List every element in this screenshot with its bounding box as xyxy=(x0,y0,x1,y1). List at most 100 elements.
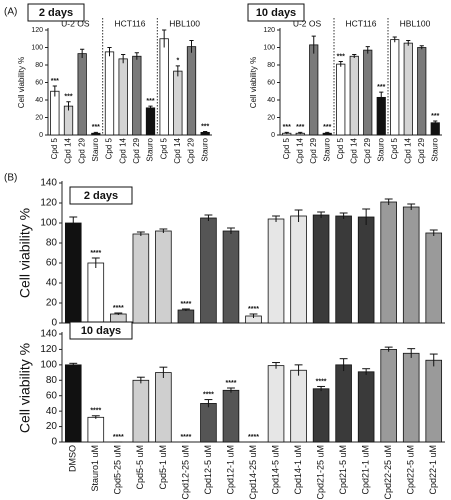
x-tick-label: Cpd14-25 uM xyxy=(248,445,258,500)
bar xyxy=(312,388,330,443)
x-tick-label: Cpd5-1 uM xyxy=(158,445,168,490)
bar xyxy=(425,359,443,443)
group-label: U-2 OS xyxy=(61,18,90,28)
significance-label: *** xyxy=(146,98,154,105)
y-tick-label: 120 xyxy=(263,27,275,34)
y-axis-label: Cell viability % xyxy=(17,208,33,298)
group-label: HCT116 xyxy=(114,18,145,28)
y-tick-label: 40 xyxy=(46,406,58,417)
bar xyxy=(425,232,443,324)
x-tick-label: Cpd21-25 uM xyxy=(315,445,325,500)
title-box xyxy=(247,3,305,22)
x-tick-label: Cpd 29 xyxy=(309,137,318,163)
bar xyxy=(402,206,420,324)
bar xyxy=(403,42,413,136)
bar xyxy=(173,70,183,136)
bar xyxy=(132,233,150,324)
panel-label: (A) xyxy=(4,7,17,18)
bar xyxy=(312,214,330,324)
bar xyxy=(118,58,128,136)
y-tick-label: 60 xyxy=(46,258,58,269)
group-label: U-2 OS xyxy=(293,18,322,28)
x-tick-label: Cpd12-25 uM xyxy=(180,445,190,500)
bar xyxy=(64,222,82,324)
x-tick-label: Cpd 14 xyxy=(118,137,127,163)
bar xyxy=(335,215,352,324)
x-tick-label: Stauro xyxy=(322,137,331,161)
title-box xyxy=(69,186,133,205)
bar xyxy=(155,372,172,443)
y-tick-label: 40 xyxy=(46,278,58,289)
bar xyxy=(267,365,285,443)
y-tick-label: 40 xyxy=(267,97,275,104)
x-tick-label: Stauro1 uM xyxy=(90,445,100,492)
y-tick-label: 80 xyxy=(35,62,43,69)
significance-label: *** xyxy=(201,123,209,130)
x-tick-label: Stauro xyxy=(91,137,100,161)
bar xyxy=(380,201,397,324)
x-tick-label: Cpd5-25 uM xyxy=(113,445,123,495)
y-tick-label: 0 xyxy=(271,132,275,139)
bar xyxy=(380,349,397,443)
title-box xyxy=(27,3,85,22)
y-tick-label: 20 xyxy=(46,421,58,432)
bar xyxy=(267,218,285,324)
chart-title: 10 days xyxy=(256,7,296,19)
bar xyxy=(87,262,105,324)
y-tick-label: 100 xyxy=(31,44,43,51)
y-axis-label: Cell viability % xyxy=(249,57,258,109)
bar xyxy=(50,90,60,136)
x-tick-label: Cpd 5 xyxy=(390,137,399,159)
bar xyxy=(87,416,105,443)
x-tick-label: Stauro xyxy=(376,137,385,161)
y-tick-label: 20 xyxy=(46,298,58,309)
y-tick-label: 0 xyxy=(51,437,57,448)
y-tick-label: 80 xyxy=(46,375,58,386)
significance-label: **** xyxy=(248,434,259,441)
x-tick-label: Stauro xyxy=(200,137,209,161)
y-tick-label: 80 xyxy=(46,238,58,249)
x-tick-label: DMSO xyxy=(68,445,78,472)
group-label: HCT116 xyxy=(345,18,376,28)
significance-label: **** xyxy=(226,380,237,387)
bar xyxy=(159,38,169,136)
significance-label: *** xyxy=(283,124,291,131)
x-tick-label: Cpd 5 xyxy=(336,137,345,159)
x-tick-label: Cpd22-25 uM xyxy=(383,445,393,500)
x-tick-label: Stauro xyxy=(430,137,439,161)
significance-label: **** xyxy=(248,306,259,313)
y-tick-label: 120 xyxy=(40,198,57,209)
x-tick-label: Cpd22-1 uM xyxy=(428,445,438,495)
y-tick-label: 80 xyxy=(267,62,275,69)
bar xyxy=(155,230,172,324)
bar xyxy=(336,63,346,136)
significance-label: *** xyxy=(337,53,345,60)
chart-title: 2 days xyxy=(39,7,73,19)
bar xyxy=(290,369,307,443)
y-tick-label: 100 xyxy=(263,44,275,51)
x-tick-label: Cpd 5 xyxy=(159,137,168,159)
y-tick-label: 100 xyxy=(40,359,57,370)
x-tick-label: Cpd5-5 uM xyxy=(135,445,145,490)
x-tick-label: Cpd 14 xyxy=(173,137,182,163)
chart-title: 2 days xyxy=(84,190,118,202)
x-tick-label: Cpd21-5 uM xyxy=(338,445,348,495)
bar xyxy=(309,44,319,136)
x-tick-label: Cpd 14 xyxy=(64,137,73,163)
x-tick-label: Cpd 29 xyxy=(363,137,372,163)
y-tick-label: 120 xyxy=(31,27,43,34)
bar xyxy=(363,49,373,136)
significance-label: **** xyxy=(90,250,101,257)
y-tick-label: 0 xyxy=(39,132,43,139)
bar xyxy=(200,217,217,324)
x-tick-label: Cpd21-1 uM xyxy=(361,445,371,495)
significance-label: *** xyxy=(323,124,331,131)
significance-label: **** xyxy=(180,434,191,441)
bar xyxy=(349,55,359,136)
significance-label: *** xyxy=(92,124,100,131)
significance-label: *** xyxy=(431,113,439,120)
bar xyxy=(430,122,440,136)
significance-label: **** xyxy=(316,378,327,385)
x-tick-label: Cpd 14 xyxy=(349,137,358,163)
